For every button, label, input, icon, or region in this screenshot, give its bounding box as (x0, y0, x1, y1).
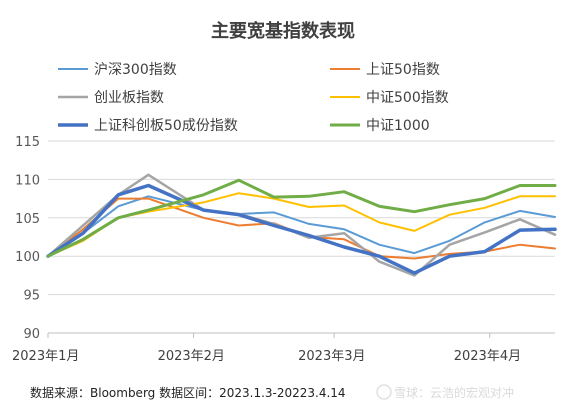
legend-label: 上证科创板50成份指数 (94, 118, 238, 134)
series-line-5 (46, 183, 557, 275)
series-lines (46, 173, 557, 277)
series-line-2 (47, 197, 556, 260)
y-axis: 90 95 100 105 110 115 (15, 135, 40, 342)
legend-item: 上证50指数 (330, 62, 440, 78)
y-tick-label: 110 (15, 173, 40, 188)
legend-label: 中证500指数 (366, 90, 449, 106)
snowball-icon (376, 384, 392, 400)
y-tick-label: 90 (23, 327, 40, 342)
footnote: 数据来源：Bloomberg 数据区间：2023.1.3-20223.4.14 (30, 385, 346, 400)
legend-label: 沪深300指数 (94, 62, 177, 78)
legend-item: 中证1000 (330, 118, 430, 134)
legend-item: 创业板指数 (58, 90, 164, 106)
legend-item: 沪深300指数 (58, 62, 177, 78)
watermark: 雪球：云浩的宏观对冲 (376, 384, 514, 400)
y-tick-label: 105 (15, 212, 40, 227)
series-line-6 (46, 178, 557, 258)
legend-label: 上证50指数 (366, 62, 440, 78)
series-line-1 (47, 195, 556, 258)
legend-label: 创业板指数 (94, 90, 164, 106)
y-tick-label: 100 (15, 250, 40, 265)
legend-item: 上证科创板50成份指数 (58, 118, 238, 134)
x-axis: 2023年1月 2023年2月 2023年3月 2023年4月 (12, 332, 555, 364)
legend-label: 中证1000 (366, 118, 430, 134)
x-tick-label: 2023年3月 (298, 349, 365, 364)
watermark-text: 雪球：云浩的宏观对冲 (394, 385, 514, 400)
y-tick-label: 115 (15, 135, 40, 150)
x-tick-label: 2023年1月 (12, 349, 79, 364)
chart-title: 主要宽基指数表现 (211, 20, 355, 42)
legend-item: 中证500指数 (330, 90, 449, 106)
gridlines (48, 140, 555, 334)
x-tick-label: 2023年2月 (158, 349, 225, 364)
series-line-3 (46, 173, 557, 277)
y-tick-label: 95 (23, 289, 40, 304)
x-tick-label: 2023年4月 (454, 349, 521, 364)
